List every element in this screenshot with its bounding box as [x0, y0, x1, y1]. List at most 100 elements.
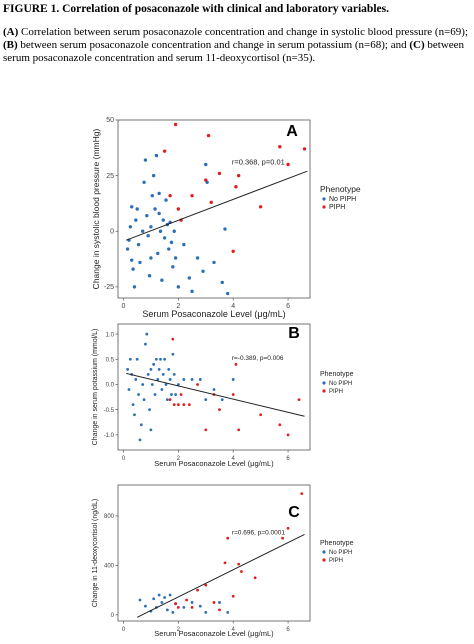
data-point-no-piph: [167, 367, 171, 371]
data-point-no-piph: [126, 367, 129, 371]
data-point-no-piph: [161, 218, 165, 222]
data-point-no-piph: [130, 258, 134, 262]
plot-frame: [117, 119, 311, 299]
data-point-no-piph: [163, 357, 167, 361]
data-point-piph: [286, 526, 290, 530]
data-point-no-piph: [157, 593, 161, 597]
data-point-piph: [258, 205, 263, 209]
data-point-piph: [217, 171, 222, 176]
legend-swatch: [322, 389, 326, 393]
data-point-no-piph: [128, 225, 133, 229]
legend-entry: PIPH: [329, 204, 345, 211]
y-tick-label: 25: [106, 173, 114, 180]
data-point-no-piph: [134, 378, 138, 381]
data-point-no-piph: [146, 234, 150, 238]
data-point-piph: [182, 403, 186, 407]
data-point-no-piph: [157, 367, 161, 371]
y-tick-label: 800: [104, 514, 115, 520]
data-point-no-piph: [165, 398, 169, 401]
data-point-no-piph: [169, 240, 174, 245]
data-point-no-piph: [157, 211, 161, 216]
x-tick-label: 4: [231, 303, 235, 310]
data-point-no-piph: [132, 285, 137, 289]
data-point-piph: [168, 193, 172, 198]
data-point-no-piph: [138, 438, 142, 442]
data-point-no-piph: [170, 393, 173, 396]
caption-c-text: between serum posaconazole concentration…: [3, 39, 465, 64]
trend-line: [126, 372, 305, 417]
data-point-no-piph: [127, 388, 131, 391]
chart-panel-b: 0 2 4 6 -1.0 -0.5 0.0 0.5 1.0 Serum Posaconazole …: [92, 323, 354, 468]
legend-swatch: [322, 205, 326, 209]
legend-title: Phenotype: [320, 540, 354, 547]
data-point-piph: [168, 398, 172, 401]
data-point-no-piph: [141, 383, 145, 386]
data-point-no-piph: [176, 285, 181, 289]
data-point-piph: [281, 536, 284, 540]
y-tick-label: 0: [111, 613, 115, 619]
data-point-piph: [187, 403, 191, 407]
y-tick-label: 1.0: [106, 332, 115, 338]
data-point-no-piph: [143, 158, 148, 162]
y-axis-label: Change in systolic blood pressure (mmHg): [91, 129, 101, 290]
data-point-no-piph: [182, 378, 186, 381]
data-point-no-piph: [130, 205, 134, 209]
data-point-no-piph: [144, 342, 147, 346]
data-point-no-piph: [140, 229, 145, 233]
data-point-piph: [218, 608, 221, 612]
y-tick-label: -0.5: [104, 408, 115, 414]
panel-letter: B: [288, 325, 300, 342]
data-point-no-piph: [131, 267, 135, 271]
data-point-no-piph: [164, 383, 168, 386]
trend-line: [136, 534, 305, 618]
plot-frame: [117, 484, 311, 622]
data-point-no-piph: [218, 601, 221, 604]
data-point-piph: [176, 403, 180, 407]
x-tick-label: 0: [122, 627, 126, 633]
y-tick-label: -25: [104, 284, 114, 291]
y-tick-label: 400: [104, 564, 115, 570]
data-point-no-piph: [135, 357, 139, 361]
data-point-piph: [302, 147, 307, 151]
correlation-annotation: r=0.368, p=0.01: [232, 157, 285, 166]
data-point-no-piph: [138, 598, 142, 602]
data-point-no-piph: [190, 378, 194, 381]
legend-entry: PIPH: [329, 389, 343, 395]
data-point-no-piph: [152, 362, 156, 366]
data-point-piph: [286, 433, 290, 437]
data-point-piph: [206, 133, 211, 138]
data-point-piph: [190, 193, 194, 198]
data-point-no-piph: [195, 256, 200, 260]
data-point-piph: [204, 178, 208, 182]
data-point-no-piph: [125, 247, 130, 251]
data-point-no-piph: [144, 604, 147, 608]
data-point-no-piph: [154, 153, 159, 158]
data-point-piph: [223, 561, 227, 565]
x-tick-label: 4: [232, 627, 236, 633]
data-point-no-piph: [155, 357, 158, 361]
data-point-piph: [286, 162, 290, 167]
correlation-annotation: r=-0.389, p=0.006: [232, 355, 284, 362]
data-point-piph: [234, 185, 238, 189]
data-point-no-piph: [220, 398, 224, 401]
chart-panel-c: 0 2 4 6 0 400 800 Serum Posaconazole Level (μg/…: [92, 484, 354, 638]
data-point-no-piph: [137, 393, 140, 396]
data-point-piph: [173, 122, 178, 127]
x-tick-label: 6: [286, 456, 290, 462]
data-point-piph: [174, 602, 178, 606]
data-point-no-piph: [226, 291, 230, 296]
data-point-piph: [278, 145, 282, 149]
data-point-piph: [185, 598, 188, 602]
x-axis-label: Serum Posaconazole Level (μg/mL): [154, 629, 274, 638]
data-point-piph: [190, 606, 194, 609]
data-point-piph: [171, 337, 175, 341]
legend-swatch: [322, 550, 326, 554]
figure-caption: (A) Correlation between serum posaconazo…: [3, 26, 471, 65]
data-point-piph: [231, 393, 235, 396]
data-point-piph: [196, 383, 199, 386]
x-tick-label: 2: [176, 303, 180, 310]
data-point-no-piph: [172, 373, 176, 376]
data-point-no-piph: [161, 373, 165, 376]
data-point-no-piph: [156, 251, 160, 256]
data-point-no-piph: [160, 278, 164, 282]
